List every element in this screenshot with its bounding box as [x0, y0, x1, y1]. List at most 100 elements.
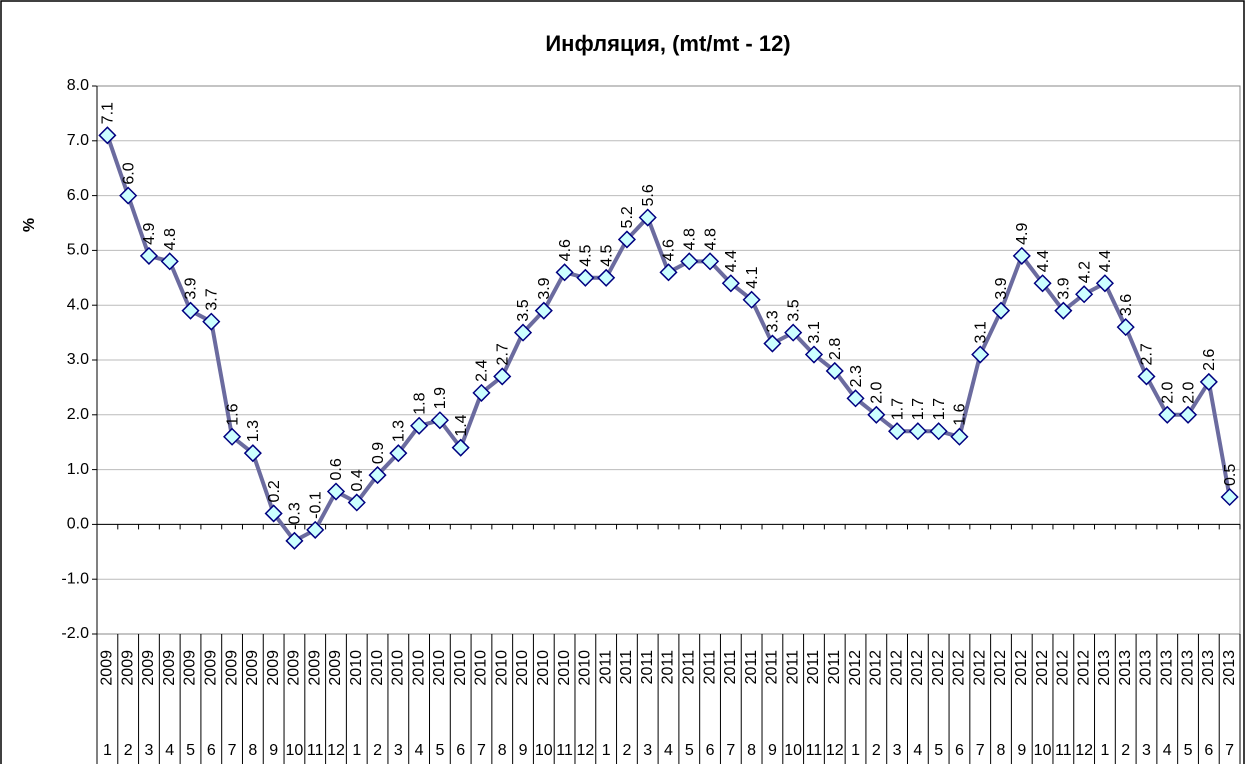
x-year-label: 2009 [223, 650, 240, 686]
x-year-label: 2012 [888, 650, 905, 686]
data-label: 4.8 [702, 228, 719, 250]
data-point [1012, 246, 1031, 265]
data-point [659, 263, 678, 282]
x-year-label: 2011 [784, 650, 801, 685]
data-point [513, 323, 533, 342]
x-tick-label: 11 [806, 742, 823, 759]
data-point [950, 427, 969, 446]
data-label: 3.3 [765, 310, 782, 332]
data-point [1199, 372, 1218, 391]
x-year-label: 2012 [1034, 650, 1051, 686]
x-year-label: 2010 [348, 650, 365, 686]
x-year-label: 2010 [410, 650, 427, 686]
data-point [202, 312, 221, 331]
data-label: 2.4 [474, 360, 491, 382]
data-point [1137, 367, 1156, 386]
x-tick-label: 10 [535, 742, 553, 759]
x-year-label: 2010 [473, 650, 490, 686]
data-point [763, 334, 782, 353]
x-tick-label: 6 [207, 742, 216, 759]
x-tick-label: 12 [826, 742, 844, 759]
data-point [306, 520, 325, 539]
y-tick-label: 7.0 [67, 132, 89, 149]
x-tick-label: 6 [955, 742, 964, 759]
data-point [804, 345, 824, 364]
data-point [825, 361, 844, 381]
y-tick-label: 2.0 [67, 406, 89, 423]
x-year-label: 2012 [1055, 650, 1072, 686]
x-tick-label: 7 [976, 742, 985, 759]
x-tick-label: 1 [602, 742, 611, 759]
y-tick-label: 8.0 [67, 77, 89, 94]
x-year-label: 2010 [556, 650, 573, 686]
data-label: 2.7 [1139, 343, 1156, 365]
x-year-label: 2013 [1179, 650, 1196, 686]
data-label: 2.0 [1159, 381, 1176, 403]
y-tick-label: -2.0 [61, 625, 89, 642]
data-label: 1.6 [224, 403, 241, 425]
data-label: 4.9 [1014, 223, 1031, 245]
data-label: 4.4 [1035, 250, 1052, 272]
x-tick-label: 8 [248, 742, 257, 759]
x-tick-label: 7 [1225, 742, 1234, 759]
x-year-label: 2010 [535, 650, 552, 686]
x-year-label: 2013 [1221, 650, 1238, 686]
x-tick-label: 8 [747, 742, 756, 759]
x-tick-label: 10 [1034, 742, 1052, 759]
x-year-label: 2011 [743, 650, 760, 685]
data-label: 1.3 [391, 420, 408, 442]
data-label: 0.6 [328, 458, 345, 480]
x-year-label: 2009 [265, 650, 282, 686]
data-point [617, 230, 636, 249]
x-year-label: 2009 [306, 650, 323, 686]
data-label: 5.6 [640, 184, 657, 206]
data-point [991, 301, 1011, 320]
x-year-label: 2009 [140, 650, 157, 686]
data-label: 0.5 [1222, 464, 1239, 486]
data-point [430, 411, 449, 430]
data-label: 3.1 [972, 321, 989, 343]
data-label: 3.6 [1118, 294, 1135, 316]
data-label: 1.4 [453, 414, 470, 436]
x-year-label: 2010 [493, 650, 510, 686]
x-year-label: 2010 [577, 650, 594, 686]
data-point [1116, 318, 1135, 337]
x-tick-label: 3 [643, 742, 652, 759]
data-point [493, 367, 512, 386]
x-tick-label: 9 [768, 742, 777, 759]
x-tick-label: 3 [145, 742, 154, 759]
data-label: 2.0 [1180, 381, 1197, 403]
data-point [389, 444, 408, 463]
data-label: 4.5 [598, 244, 615, 266]
data-point [742, 290, 761, 309]
data-label: 4.5 [578, 244, 595, 266]
data-label: 2.0 [869, 381, 886, 403]
data-point [1158, 405, 1177, 424]
x-year-label: 2011 [639, 650, 656, 685]
data-label: 1.7 [910, 398, 927, 420]
x-tick-label: 1 [1100, 742, 1109, 759]
chart-title: Инфляция, (mt/mt - 12) [545, 31, 790, 56]
x-year-label: 2011 [597, 650, 614, 685]
x-tick-label: 2 [373, 742, 382, 759]
data-point [160, 252, 179, 271]
x-year-label: 2009 [99, 650, 116, 686]
data-label: 7.1 [100, 102, 117, 124]
x-tick-label: 5 [685, 742, 694, 759]
data-label: 0.4 [349, 469, 366, 491]
x-year-label: 2009 [244, 650, 261, 686]
x-tick-label: 4 [415, 742, 424, 759]
x-tick-label: 4 [664, 742, 673, 759]
data-label: 4.4 [723, 250, 740, 272]
y-tick-label: -1.0 [61, 570, 89, 587]
data-label: 4.4 [1097, 250, 1114, 272]
y-axis-label: % [21, 218, 38, 232]
x-year-label: 2010 [514, 650, 531, 686]
data-label: 6.0 [120, 162, 137, 184]
x-year-label: 2012 [1075, 650, 1092, 686]
x-tick-label: 4 [913, 742, 922, 759]
data-point [867, 405, 886, 424]
x-tick-label: 5 [435, 742, 444, 759]
y-tick-label: 4.0 [67, 296, 89, 313]
x-year-label: 2011 [681, 650, 698, 685]
